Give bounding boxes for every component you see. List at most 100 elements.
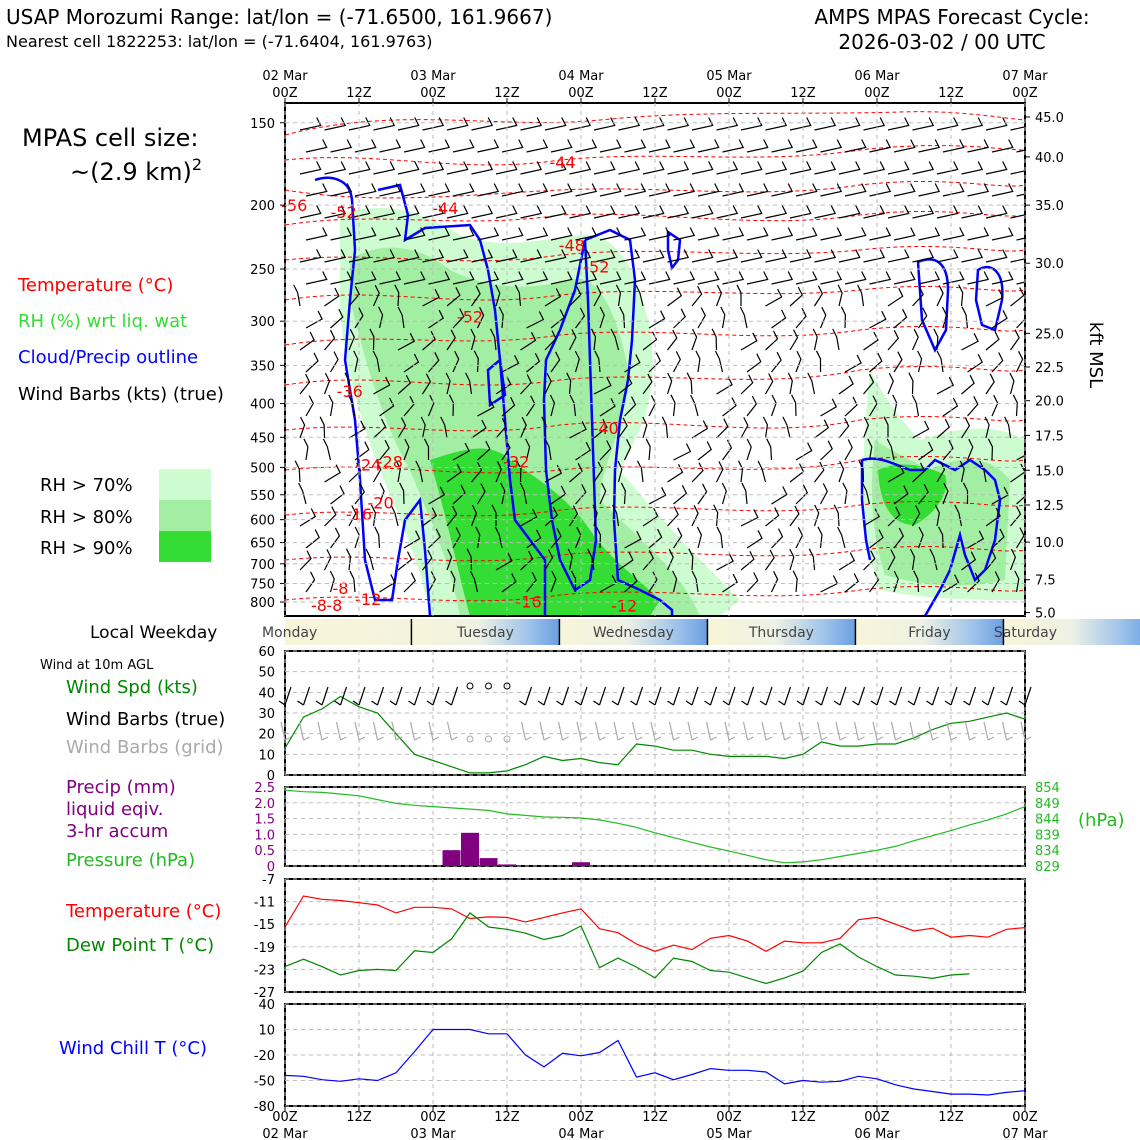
wind-barb	[305, 352, 319, 373]
wind-barb	[991, 571, 1000, 593]
wind-barb	[299, 550, 312, 571]
wind-barb	[599, 306, 605, 329]
wind-barb	[815, 350, 822, 372]
wind-barb	[984, 416, 990, 439]
wind-barb	[918, 271, 941, 285]
title-right-1: AMPS MPAS Forecast Cycle:	[814, 5, 1089, 29]
wind-barb	[961, 374, 975, 395]
wind-barb	[887, 205, 910, 219]
wind-barb	[918, 441, 934, 461]
wind-barb-grid	[853, 721, 865, 741]
wind-barb	[349, 570, 356, 593]
wind-barb	[893, 183, 916, 197]
wind-barb	[667, 161, 690, 175]
wind-barb	[716, 376, 733, 395]
wind-barb	[820, 440, 833, 461]
wind-barb	[789, 117, 812, 131]
wind-barb	[869, 271, 892, 285]
wind-barb	[526, 183, 549, 197]
wind-barb-grid	[779, 721, 791, 741]
wind-barb	[549, 394, 556, 417]
wind-barb	[886, 438, 895, 461]
wind-barb	[344, 372, 350, 394]
wind-barb	[716, 526, 724, 549]
wind-barb	[795, 307, 807, 329]
wind-barb	[498, 306, 504, 329]
legend-wind-true: Wind Barbs (true)	[66, 709, 225, 730]
wind-barb	[452, 442, 470, 461]
weekday-label: Friday	[908, 625, 950, 641]
wind-barb	[569, 462, 583, 483]
wind-barb	[962, 482, 969, 504]
wind-barb	[526, 571, 537, 593]
temp-contour-label: -8	[326, 596, 342, 615]
wind-barb	[673, 443, 692, 461]
temp-contour-label: -52	[583, 258, 609, 277]
wind-barb	[526, 353, 541, 373]
wind-barb-true	[315, 686, 329, 706]
wind-barb	[394, 284, 400, 307]
wind-barb	[491, 504, 497, 526]
wind-barb	[403, 227, 426, 241]
wind-barb	[912, 249, 935, 263]
wind-barb	[887, 506, 901, 527]
wind-barb	[740, 161, 763, 175]
wind-barb	[942, 183, 965, 197]
wind-barb	[912, 117, 935, 131]
wind-barb	[501, 139, 524, 153]
wind-barb	[1004, 416, 1012, 439]
wind-barb-true	[796, 686, 810, 706]
wind-barb	[967, 227, 990, 241]
wind-barb	[814, 419, 830, 439]
wind-barb	[379, 139, 402, 153]
wind-barb	[739, 306, 748, 329]
wind-barb	[813, 285, 824, 307]
wind-barb	[345, 548, 352, 571]
weekday-gradient-cell	[855, 619, 1004, 645]
wind-barb	[550, 183, 573, 197]
wind-barb	[520, 161, 543, 175]
wind-barb	[526, 271, 549, 285]
wind-barb	[863, 205, 886, 219]
wind-barb	[670, 394, 676, 417]
wind-barb-grid	[761, 721, 773, 741]
temp-contour-label: -36	[337, 382, 363, 401]
wind-barb	[771, 528, 784, 549]
wind-barb	[722, 397, 737, 417]
wind-barb	[348, 328, 355, 351]
wind-barb	[544, 249, 567, 263]
wind-barb	[722, 439, 733, 461]
wind-barb	[765, 507, 780, 527]
wind-barb	[795, 484, 809, 505]
wind-barb-true	[537, 686, 551, 706]
wind-barb	[322, 438, 332, 461]
wind-barb	[569, 394, 577, 417]
wind-barb	[305, 139, 328, 153]
height-tick-label: 40.0	[1035, 151, 1064, 166]
wind-barb	[918, 483, 929, 505]
wind-barb	[642, 416, 648, 439]
wind-barb	[599, 398, 616, 417]
wind-barb	[869, 139, 892, 153]
wind-barb-grid	[890, 721, 902, 741]
wind-barb	[942, 397, 959, 417]
wind-barb	[354, 139, 377, 153]
wind-barb	[452, 484, 466, 505]
panel-tick-label: 60	[258, 645, 275, 660]
wind-barb	[427, 394, 435, 417]
wind-barb	[1010, 214, 1025, 219]
wind-barb	[934, 504, 940, 527]
pressure-tick-label: 250	[250, 263, 275, 278]
wind-barb	[721, 482, 727, 505]
wind-barb	[470, 328, 476, 351]
wind-barb	[691, 161, 714, 175]
wind-barb	[422, 549, 433, 571]
wind-barb	[862, 416, 870, 439]
wind-barb	[666, 372, 673, 395]
wind-barb-true	[833, 686, 847, 706]
top-hour-label: 12Z	[642, 86, 668, 101]
legend-dew: Dew Point T (°C)	[66, 935, 214, 956]
wind-barb-grid	[983, 721, 995, 741]
wind-barb	[403, 395, 415, 417]
wind-barb	[330, 183, 353, 197]
